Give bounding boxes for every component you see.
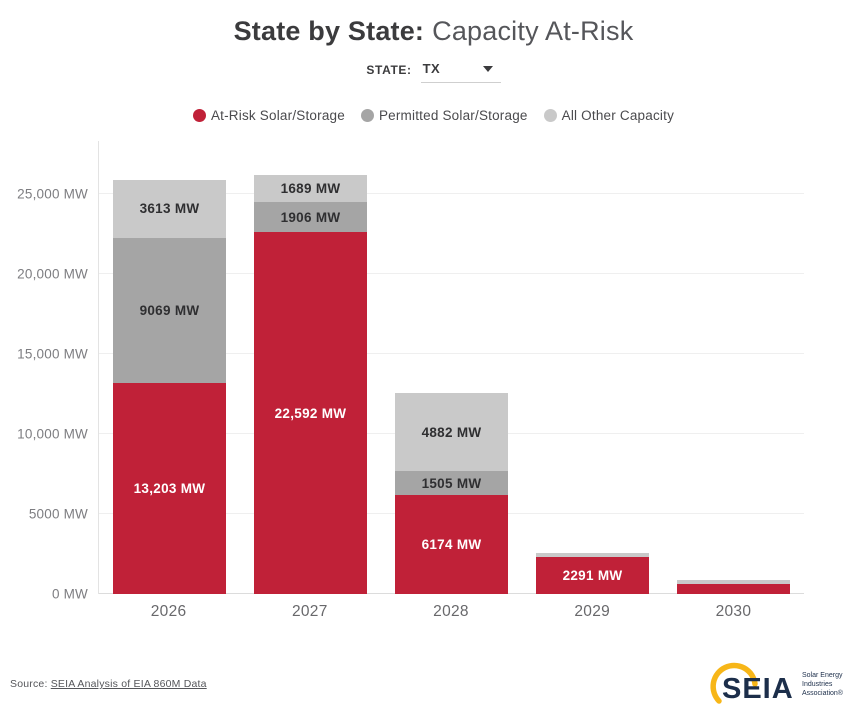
segment-2027-at-risk: 22,592 MW bbox=[254, 232, 367, 594]
bar-2029: 2291 MW bbox=[536, 553, 649, 594]
segment-2026-all-other: 3613 MW bbox=[113, 179, 226, 238]
bar-2030 bbox=[677, 579, 790, 594]
state-selector-row: STATE: TX bbox=[0, 61, 867, 87]
y-tick-label: 5000 MW bbox=[28, 506, 88, 522]
seia-logo-text: SEIA bbox=[722, 673, 794, 705]
segment-2028-at-risk: 6174 MW bbox=[395, 495, 508, 594]
bar-slot-2026: 3613 MW 9069 MW 13,203 MW bbox=[99, 179, 240, 594]
gridline bbox=[99, 192, 804, 194]
y-tick-label: 10,000 MW bbox=[17, 426, 88, 442]
segment-2027-all-other: 1689 MW bbox=[254, 174, 367, 202]
source-prefix: Source: bbox=[10, 678, 48, 690]
footer: Source: SEIA Analysis of EIA 860M Data S… bbox=[0, 655, 867, 713]
source-link[interactable]: SEIA Analysis of EIA 860M Data bbox=[50, 678, 207, 690]
segment-value-label: 9069 MW bbox=[139, 302, 200, 318]
page-title-light: Capacity At-Risk bbox=[432, 16, 634, 46]
segment-value-label: 1505 MW bbox=[421, 475, 482, 491]
y-axis: 0 MW 5000 MW 10,000 MW 15,000 MW 20,000 MW 25… bbox=[0, 141, 98, 601]
legend-item: At-Risk Solar/Storage bbox=[192, 107, 345, 123]
legend-item: All Other Capacity bbox=[543, 107, 675, 123]
seia-logo-tagline-1: Solar Energy bbox=[802, 672, 843, 679]
x-tick-label: 2029 bbox=[574, 603, 611, 620]
segment-2029-at-risk: 2291 MW bbox=[536, 557, 649, 594]
bars-row: 3613 MW 9069 MW 13,203 MW 1689 MW 1906 MW 22,… bbox=[99, 141, 804, 594]
segment-2026-permitted: 9069 MW bbox=[113, 237, 226, 383]
seia-logo: SEIA Solar Energy Industries Association… bbox=[710, 662, 844, 705]
legend-dot-icon bbox=[192, 108, 206, 122]
segment-value-label: 13,203 MW bbox=[133, 480, 206, 496]
chevron-down-icon[interactable] bbox=[482, 65, 493, 72]
legend-label: All Other Capacity bbox=[561, 107, 675, 123]
seia-logo-swoosh-icon bbox=[710, 662, 758, 704]
segment-2026-at-risk: 13,203 MW bbox=[113, 382, 226, 594]
segment-value-label: 2291 MW bbox=[562, 568, 623, 584]
x-tick-label: 2027 bbox=[291, 603, 328, 620]
seia-logo-tagline-2: Industries bbox=[802, 681, 833, 688]
legend-label: At-Risk Solar/Storage bbox=[210, 107, 345, 123]
state-dropdown[interactable]: TX bbox=[420, 61, 501, 83]
bar-2026: 3613 MW 9069 MW 13,203 MW bbox=[113, 179, 226, 594]
source-note: Source: SEIA Analysis of EIA 860M Data bbox=[10, 678, 207, 690]
bar-2028: 4882 MW 1505 MW 6174 MW bbox=[395, 392, 508, 594]
segment-value-label: 6174 MW bbox=[421, 537, 482, 553]
bar-slot-2030 bbox=[663, 579, 804, 594]
segment-2028-all-other: 4882 MW bbox=[395, 392, 508, 472]
page-title-bold: State by State: bbox=[233, 16, 425, 46]
segment-value-label: 4882 MW bbox=[421, 424, 482, 440]
plot-area: 3613 MW 9069 MW 13,203 MW 1689 MW 1906 MW 22,… bbox=[98, 141, 804, 594]
gridline bbox=[99, 272, 804, 274]
segment-value-label: 1906 MW bbox=[280, 209, 341, 225]
segment-value-label: 22,592 MW bbox=[274, 405, 347, 421]
x-axis-labels: 2026 2027 2028 2029 2030 bbox=[98, 594, 804, 621]
bar-2027: 1689 MW 1906 MW 22,592 MW bbox=[254, 174, 367, 594]
segment-2028-permitted: 1505 MW bbox=[395, 471, 508, 496]
legend-item: Permitted Solar/Storage bbox=[360, 107, 528, 123]
x-tick-label: 2028 bbox=[433, 603, 469, 620]
segment-2027-permitted: 1906 MW bbox=[254, 201, 367, 233]
segment-2029-all-other bbox=[536, 553, 649, 558]
seia-logo-tagline-3: Association® bbox=[802, 689, 844, 697]
segment-2030-all-other bbox=[677, 579, 790, 584]
y-tick-label: 0 MW bbox=[51, 586, 88, 602]
bar-slot-2028: 4882 MW 1505 MW 6174 MW bbox=[381, 392, 522, 594]
legend-dot-icon bbox=[360, 108, 374, 122]
gridline bbox=[99, 352, 804, 354]
state-dropdown-value[interactable]: TX bbox=[422, 61, 441, 76]
page-title: State by State: Capacity At-Risk bbox=[0, 0, 867, 47]
chart-legend: At-Risk Solar/Storage Permitted Solar/Sto… bbox=[0, 105, 867, 125]
x-tick-label: 2026 bbox=[150, 603, 187, 620]
segment-2030-at-risk bbox=[677, 583, 790, 594]
legend-dot-icon bbox=[543, 108, 557, 122]
legend-label: Permitted Solar/Storage bbox=[378, 107, 528, 123]
y-tick-label: 25,000 MW bbox=[17, 186, 88, 202]
y-tick-label: 20,000 MW bbox=[17, 266, 88, 282]
segment-value-label: 3613 MW bbox=[139, 201, 200, 217]
state-label: STATE: bbox=[366, 63, 412, 77]
x-tick-label: 2030 bbox=[715, 603, 752, 620]
stacked-bar-chart: 0 MW 5000 MW 10,000 MW 15,000 MW 20,000 MW 25… bbox=[0, 141, 867, 602]
bar-slot-2029: 2291 MW bbox=[522, 553, 663, 594]
segment-value-label: 1689 MW bbox=[280, 180, 341, 196]
bar-slot-2027: 1689 MW 1906 MW 22,592 MW bbox=[240, 174, 381, 594]
y-tick-label: 15,000 MW bbox=[17, 346, 88, 362]
